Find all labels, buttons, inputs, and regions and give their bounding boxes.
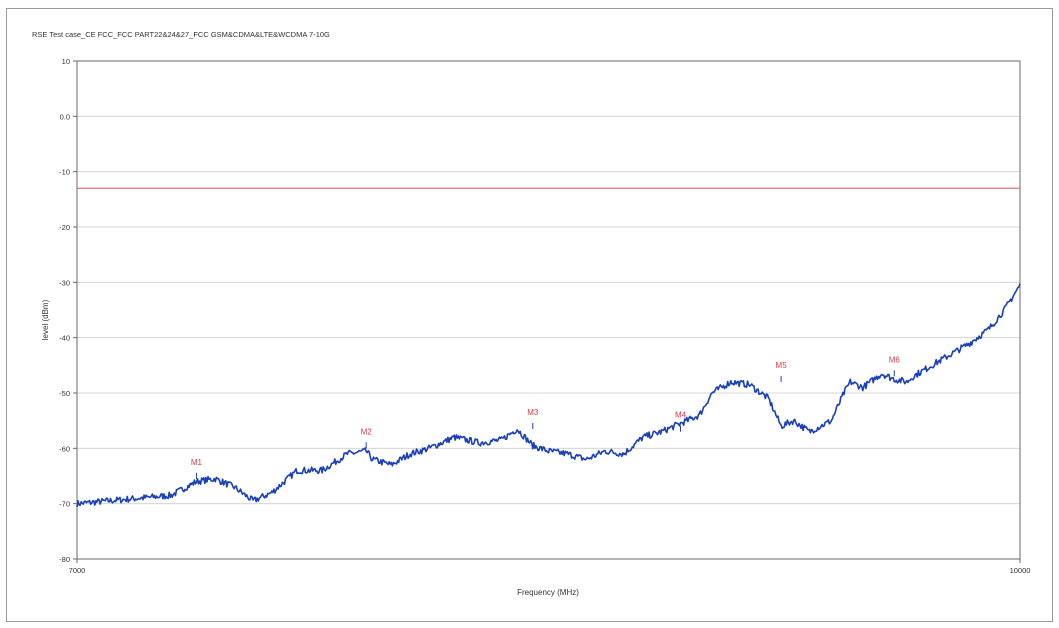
x-tick-label: 10000 bbox=[1010, 566, 1031, 575]
marker-label: M2 bbox=[361, 427, 373, 436]
x-tick-label: 7000 bbox=[69, 566, 86, 575]
y-tick-label: -70 bbox=[59, 500, 70, 509]
x-axis-label: Frequency (MHz) bbox=[517, 588, 579, 597]
y-tick-label: 10 bbox=[62, 57, 70, 66]
chart-title: RSE Test case_CE FCC_FCC PART22&24&27_FC… bbox=[32, 30, 330, 39]
marker-label: M5 bbox=[776, 361, 788, 370]
y-tick-label: -10 bbox=[59, 168, 70, 177]
grid-lines bbox=[77, 115, 1020, 505]
chart-window bbox=[6, 8, 1053, 622]
x-tick-labels: 7000 10000 bbox=[69, 559, 1031, 575]
y-tick-label: -80 bbox=[59, 555, 70, 564]
y-tick-label: -20 bbox=[59, 223, 70, 232]
y-tick-label: 0.0 bbox=[60, 112, 70, 121]
y-tick-label: -60 bbox=[59, 444, 70, 453]
series-line bbox=[76, 283, 1021, 508]
marker-label: M4 bbox=[675, 411, 687, 420]
marker-label: M1 bbox=[191, 458, 203, 467]
y-axis-label: level (dBm) bbox=[41, 299, 50, 340]
y-tick-label: -50 bbox=[59, 389, 70, 398]
y-tick-labels: 10 0.0 -10 -20 -30 -40 -50 -60 -70 -80 bbox=[59, 57, 77, 564]
y-tick-label: -40 bbox=[59, 334, 70, 343]
marker-label: M3 bbox=[527, 408, 539, 417]
plot-area-border bbox=[76, 60, 1021, 560]
marker-labels: M1 M2 M3 M4 M5 M6 bbox=[191, 355, 901, 479]
marker-label: M6 bbox=[889, 355, 901, 364]
y-tick-label: -30 bbox=[59, 278, 70, 287]
